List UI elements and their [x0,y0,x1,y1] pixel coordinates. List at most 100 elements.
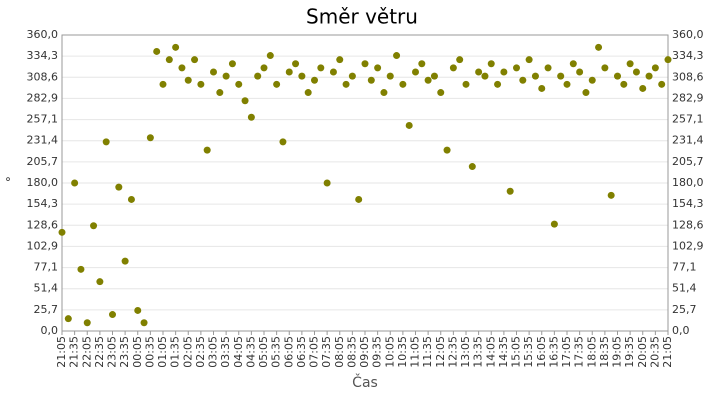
point [58,228,66,236]
y-tick-label: 102,9 [27,239,59,252]
point [449,64,457,72]
x-tick-label: 02:35 [194,336,207,368]
x-tick-label: 08:35 [345,336,358,368]
y-tick-label: 77,1 [34,261,59,274]
point [273,80,281,88]
point [77,265,85,273]
point [311,76,318,84]
point [184,76,192,84]
point [500,68,508,76]
point [588,76,596,84]
point [109,311,116,319]
point [121,257,129,265]
x-tick-label: 04:35 [244,336,257,368]
x-tick-label: 23:35 [118,336,131,368]
y2-tick-label: 308,6 [672,70,704,83]
x-tick-label: 11:35 [421,336,434,368]
x-tick-label: 10:35 [396,336,409,368]
point [323,179,331,187]
x-axis-label: Čas [352,373,378,391]
point [658,80,666,88]
point [260,64,268,72]
point [494,80,502,88]
x-tick-label: 18:05 [585,336,598,368]
point [304,89,312,97]
point [506,187,514,195]
point [279,138,287,146]
point [336,56,344,64]
point [178,64,186,72]
point [361,60,369,68]
x-tick-label: 17:35 [573,336,586,368]
point [222,72,230,80]
y2-tick-label: 282,9 [672,91,704,104]
point [550,220,558,228]
x-tick-label: 13:35 [472,336,485,368]
point [544,64,552,72]
y-tick-label: 0,0 [41,324,59,337]
x-tick-label: 02:05 [181,336,194,368]
x-tick-label: 19:05 [611,336,624,368]
y-tick-label: 25,7 [34,303,59,316]
x-tick-label: 12:05 [434,336,447,368]
x-tick-label: 11:05 [409,336,422,368]
x-tick-label: 07:35 [320,336,333,368]
x-tick-label: 21:05 [55,336,68,368]
point [456,56,464,64]
y-tick-label: 128,6 [27,218,59,231]
x-tick-label: 21:05 [661,336,674,368]
x-tick-label: 19:35 [623,336,636,368]
point [481,72,489,80]
y2-tick-label: 128,6 [672,218,704,231]
point [115,183,123,191]
point [96,278,104,286]
y2-tick-label: 51,4 [672,282,697,295]
point [64,315,72,323]
x-tick-label: 22:35 [93,336,106,368]
point [203,146,211,154]
point [210,68,217,76]
point [525,56,533,64]
chart-title: Směr větru [306,5,418,29]
point [519,76,527,84]
x-tick-label: 07:05 [308,336,321,368]
y-axis-label: ° [5,176,11,190]
x-tick-label: 09:35 [371,336,384,368]
point [538,84,546,92]
point [632,68,640,76]
y-tick-label: 257,1 [27,113,59,126]
y-tick-label: 154,3 [27,197,59,210]
point [614,72,621,80]
y2-tick-label: 205,7 [672,155,704,168]
x-tick-label: 18:35 [598,336,611,368]
y-tick-label: 360,0 [27,28,59,41]
point [620,80,628,88]
point [399,80,407,88]
point [191,56,199,64]
y2-tick-label: 231,4 [672,134,704,147]
point [443,146,451,154]
x-tick-label: 16:35 [547,336,560,368]
y2-tick-label: 360,0 [672,28,704,41]
y-tick-label: 308,6 [27,70,59,83]
point [513,64,520,72]
x-tick-label: 13:05 [459,336,472,368]
point [298,72,306,80]
point [393,52,401,60]
point [487,60,495,68]
x-tick-label: 06:35 [295,336,308,368]
point [405,121,413,129]
point [342,80,350,88]
y-tick-label: 282,9 [27,91,59,104]
point [285,68,293,76]
x-tick-label: 23:05 [106,336,119,368]
point [531,72,539,80]
y2-tick-label: 180,0 [672,176,704,189]
x-tick-label: 16:05 [535,336,548,368]
point [639,84,647,92]
point [172,43,180,51]
point [412,68,419,76]
x-tick-label: 08:05 [333,336,346,368]
point [102,138,110,146]
